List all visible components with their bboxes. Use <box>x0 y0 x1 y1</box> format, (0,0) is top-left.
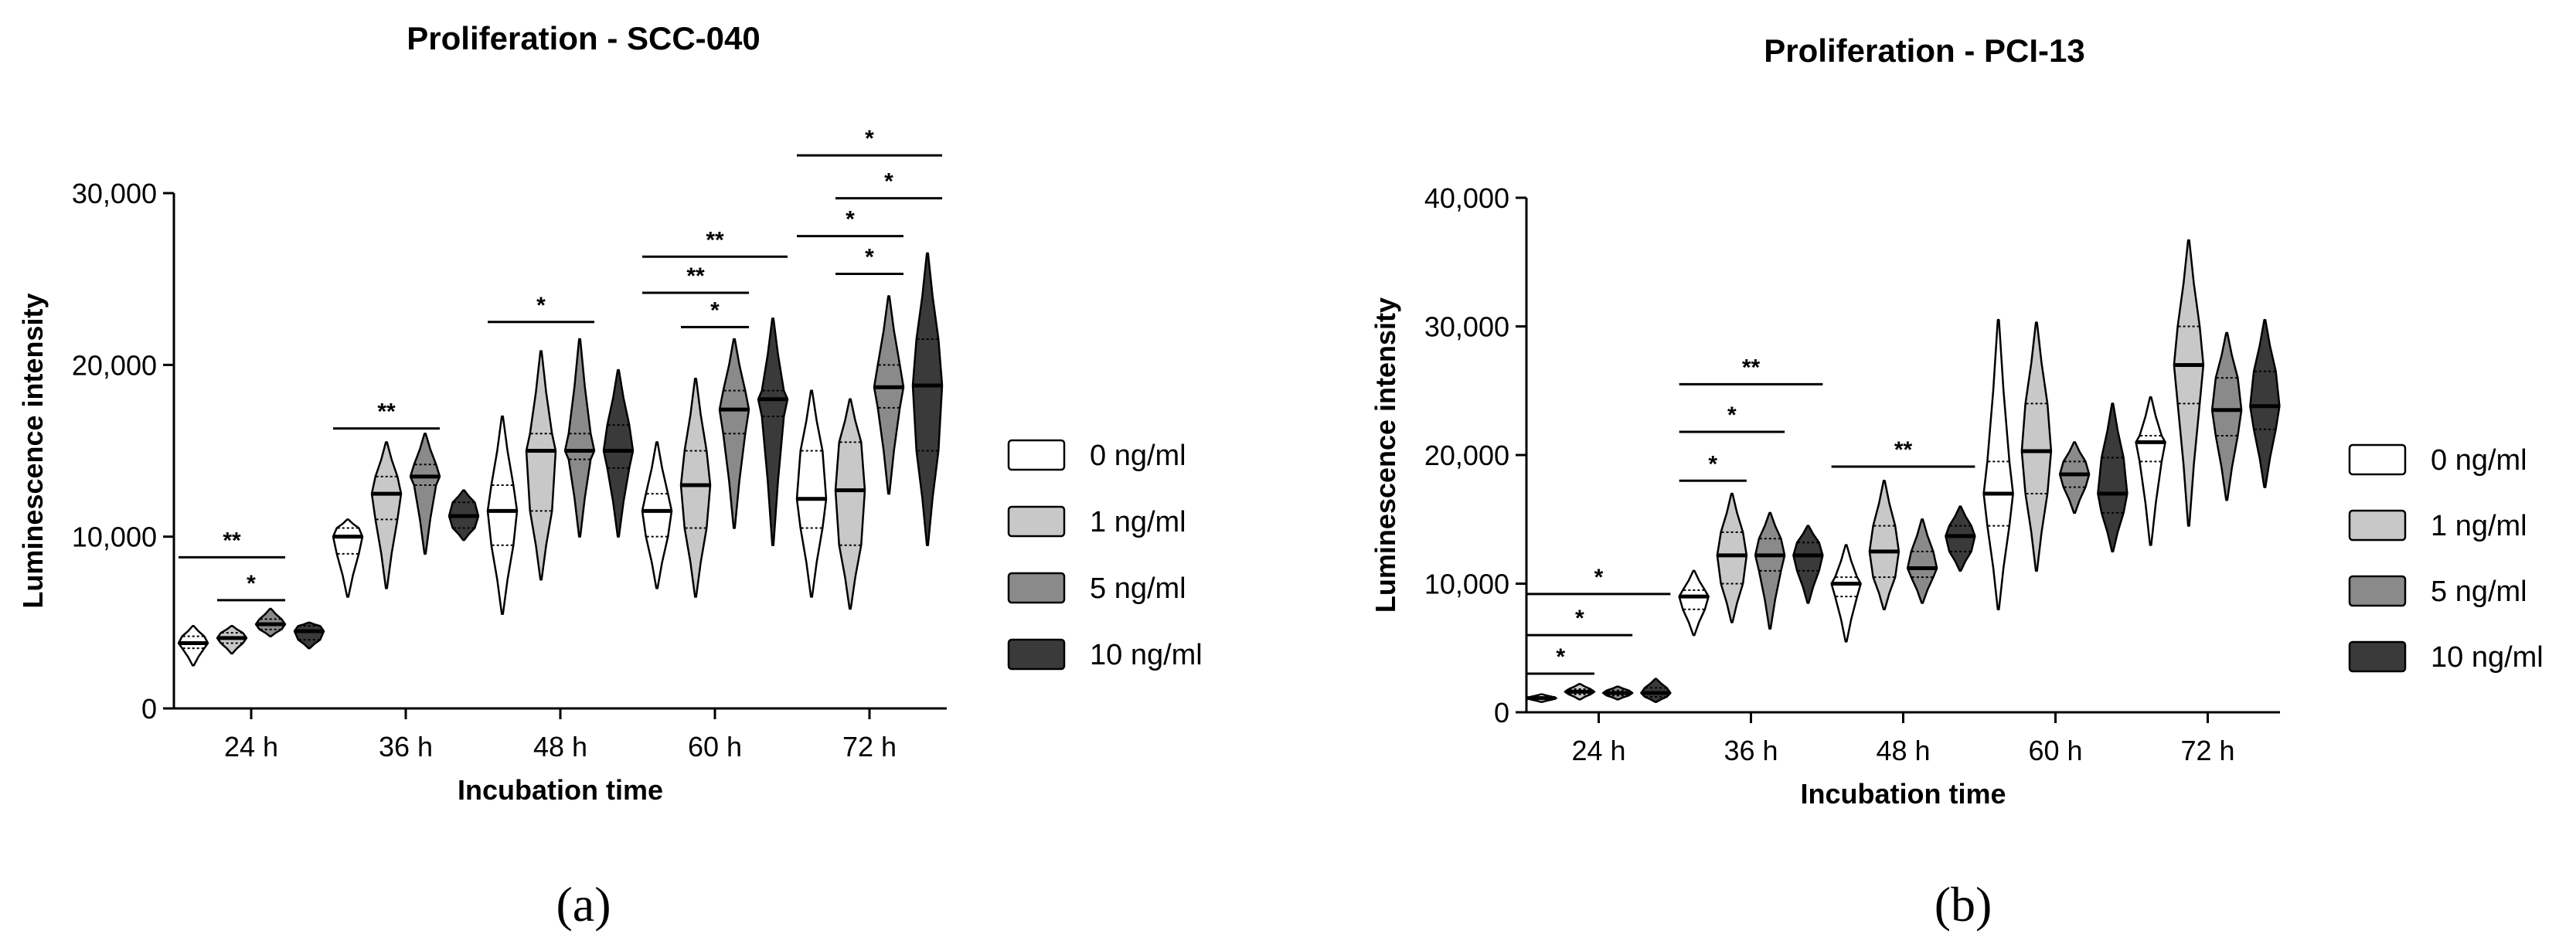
significance-label: ** <box>377 399 396 425</box>
legend-swatch <box>1007 638 1066 671</box>
violin <box>911 252 944 547</box>
violin <box>834 398 866 610</box>
significance-label: ** <box>1894 437 1913 463</box>
violin <box>795 389 828 598</box>
panel-a: Proliferation - SCC-040 0 10,000 20,000 30,0… <box>17 20 1203 932</box>
legend-label: 1 ng/ml <box>2431 510 2527 542</box>
y-tick-label: 40,000 <box>1424 182 1509 214</box>
violin <box>486 415 519 615</box>
violin <box>641 441 673 589</box>
legend-label: 10 ng/ml <box>2431 641 2544 674</box>
x-tick-label: 60 h <box>2028 735 2082 766</box>
legend-label: 0 ng/ml <box>1090 440 1186 472</box>
violin <box>757 318 789 547</box>
violin <box>1678 569 1710 637</box>
violin <box>563 338 596 538</box>
violin <box>1945 505 1976 572</box>
significance-label: * <box>1594 565 1604 590</box>
legend-swatch <box>1007 505 1066 538</box>
chart-title: Proliferation - PCI-13 <box>1764 32 2084 69</box>
significance-label: * <box>1708 451 1717 477</box>
violin <box>2249 318 2281 488</box>
x-tick-label: 36 h <box>379 731 433 762</box>
violin <box>2210 331 2243 501</box>
significance-label: * <box>710 297 720 323</box>
violin <box>602 369 635 538</box>
x-tick-label: 48 h <box>1876 735 1930 766</box>
violin <box>1982 318 2014 611</box>
significance-label: * <box>536 293 546 318</box>
violin <box>370 441 403 589</box>
violin <box>525 350 557 581</box>
y-tick-label: 10,000 <box>1424 569 1509 600</box>
x-tick-label: 36 h <box>1724 735 1778 766</box>
violin <box>177 625 209 667</box>
y-tick-label: 30,000 <box>1424 311 1509 343</box>
y-tick-label: 20,000 <box>1424 440 1509 471</box>
significance-label: * <box>1575 606 1584 631</box>
x-tick-label: 72 h <box>2180 735 2234 766</box>
significance-label: * <box>846 207 855 233</box>
legend-swatch <box>2348 640 2407 673</box>
significance-label: ** <box>686 263 705 289</box>
significance-label: * <box>247 571 256 596</box>
panel-b: Proliferation - PCI-13 0 10,000 20,000 30,00… <box>1370 32 2544 932</box>
y-axis-label: Luminescence intensity <box>17 293 49 608</box>
panel-label: (a) <box>556 877 611 932</box>
violin <box>409 433 441 555</box>
y-tick-label: 20,000 <box>72 349 157 381</box>
violin <box>873 295 905 495</box>
legend-swatch <box>2348 443 2407 476</box>
legend-swatch <box>1007 439 1066 471</box>
y-tick-label: 10,000 <box>72 521 157 553</box>
violin <box>2097 402 2129 553</box>
violin <box>2135 396 2166 546</box>
significance-label: * <box>1727 402 1737 428</box>
y-tick-label: 0 <box>141 693 157 725</box>
y-tick-label: 0 <box>1494 697 1509 729</box>
x-tick-label: 24 h <box>1571 735 1625 766</box>
violin <box>1792 525 1824 604</box>
legend-label: 5 ng/ml <box>1090 572 1186 605</box>
legend-swatch <box>1007 572 1066 604</box>
x-axis-label: Incubation time <box>458 774 663 806</box>
x-axis-label: Incubation time <box>1800 778 2006 810</box>
legend-label: 0 ng/ml <box>2431 444 2527 477</box>
violin <box>2173 239 2205 527</box>
violin <box>2020 321 2053 572</box>
x-tick-label: 60 h <box>688 731 742 762</box>
x-tick-label: 24 h <box>224 731 278 762</box>
legend-label: 10 ng/ml <box>1090 639 1203 671</box>
y-axis-label: Luminescence intensity <box>1370 297 1401 613</box>
legend-label: 5 ng/ml <box>2431 576 2527 608</box>
violin <box>1830 544 1862 643</box>
significance-label: ** <box>706 227 724 253</box>
legend-swatch <box>2348 575 2407 607</box>
significance-label: * <box>865 126 874 151</box>
violin <box>1640 678 1672 703</box>
violin <box>1716 492 1748 623</box>
violin <box>332 518 364 598</box>
chart-title: Proliferation - SCC-040 <box>407 20 760 56</box>
violin <box>293 621 325 650</box>
x-tick-label: 48 h <box>533 731 587 762</box>
x-tick-label: 72 h <box>842 731 897 762</box>
violin <box>2058 441 2091 515</box>
legend-label: 1 ng/ml <box>1090 506 1186 538</box>
y-tick-label: 30,000 <box>72 178 157 209</box>
significance-label: * <box>884 169 893 195</box>
panel-label: (b) <box>1935 877 1992 932</box>
significance-label: ** <box>1742 355 1761 380</box>
violin <box>1868 480 1901 611</box>
violin <box>679 377 712 598</box>
significance-label: * <box>865 244 874 270</box>
significance-label: ** <box>223 528 241 553</box>
significance-label: * <box>1556 644 1565 670</box>
violin <box>1906 518 1938 604</box>
legend-swatch <box>2348 509 2407 542</box>
